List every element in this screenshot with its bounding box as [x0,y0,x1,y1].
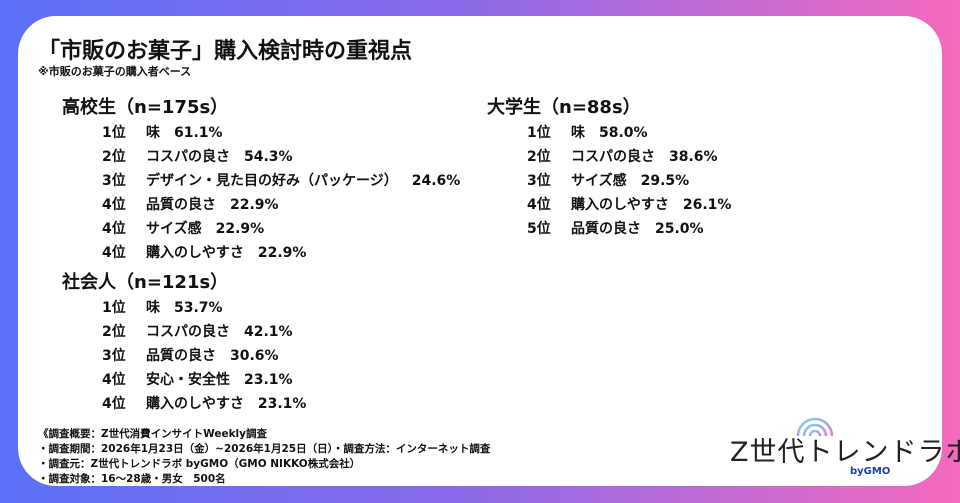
rank-label: 3位 [102,173,126,189]
rank-label: 4位 [527,197,551,213]
ranking-row: 2位 コスパの良さ 54.3% [62,145,460,169]
rank-label: 4位 [102,372,126,388]
signal-icon [796,417,834,437]
footnote-line: 《調査概要：Z世代消費インサイトWeekly調査 [38,428,267,440]
percentage-value: 61.1% [174,125,223,141]
footnote-line: ・調査対象：16〜28歳・男女 500名 [38,473,226,485]
item-label: 安心・安全性 [146,372,230,388]
rank-label: 2位 [102,149,126,165]
ranking-row: 2位 コスパの良さ 38.6% [487,145,731,169]
ranking-row: 2位 コスパの良さ 42.1% [62,320,306,344]
item-label: 味 [146,300,160,316]
logo-by-gmo: byGMO [850,466,891,477]
percentage-value: 30.6% [230,348,279,364]
group-working-adults: 社会人（n=121s） 1位味 53.7% 2位 コスパの良さ 42.1% 3位 品質の良さ 3… [62,270,306,416]
item-label: デザイン・見た目の好み（パッケージ） [146,173,398,189]
ranking-row: 1位 味 61.1% [62,121,460,145]
percentage-value: 22.9% [230,197,279,213]
ranking-row: 3位 サイズ感 29.5% [487,169,731,193]
percentage-value: 23.1% [257,396,307,412]
ranking-row: 4位 安心・安全性 23.1% [62,368,306,392]
footnote-line: ・調査期間：2026年1月23日（金）~2026年1月25日（日）・調査方法：イ… [38,443,491,455]
rank-label: 2位 [102,324,126,340]
ranking-row: 1位 味 53.7% [62,296,306,320]
rank-label: 1位 [102,125,126,141]
item-label: コスパの良さ [146,324,230,340]
ranking-row: 5位 品質の良さ 25.0% [487,217,731,241]
item-label: 購入のしやすさ [571,197,669,213]
item-label: 味 [571,125,585,141]
group-heading: 高校生（n=175s） [62,97,229,118]
item-label: 品質の良さ [146,197,216,213]
subtitle: ※市販のお菓子の購入者ベース [38,65,192,78]
ranking-row: 4位 サイズ感 22.9% [62,217,460,241]
item-label: 味 [146,125,160,141]
percentage-value: 25.0% [655,221,704,237]
percentage-value: 42.1% [244,324,293,340]
rank-label: 1位 [102,300,126,316]
item-label: 購入のしやすさ [146,396,244,412]
group-high-school: 高校生（n=175s） 1位 味 61.1% 2位 コスパの良さ 54.3% 3位 デザイン・見… [62,95,460,265]
ranking-row: 3位 品質の良さ 30.6% [62,344,306,368]
rank-label: 3位 [527,173,551,189]
ranking-row: 4位 購入のしやすさ 26.1% [487,193,731,217]
ranking-row: 4位 購入のしやすさ 23.1% [62,392,306,416]
item-label: 購入のしやすさ [146,245,244,261]
rank-label: 5位 [527,221,551,237]
item-label: コスパの良さ [146,149,230,165]
item-label: サイズ感 [146,221,202,237]
ranking-row: 1位 味 58.0% [487,121,731,145]
item-label: 品質の良さ [146,348,216,364]
percentage-value: 23.1% [244,372,293,388]
percentage-value: 58.0% [599,125,648,141]
item-label: 品質の良さ [571,221,641,237]
survey-footnote: 《調査概要：Z世代消費インサイトWeekly調査 ・調査期間：2026年1月23… [38,427,490,487]
group-university: 大学生（n=88s） 1位 味 58.0% 2位 コスパの良さ 38.6% 3位 サイズ感 29.… [487,95,731,241]
group-heading: 社会人（n=121s） [62,272,229,293]
percentage-value: 22.9% [215,221,265,237]
page-title: 「市販のお菓子」購入検討時の重視点 [38,39,413,64]
item-label: サイズ感 [571,173,627,189]
item-label: コスパの良さ [571,149,655,165]
percentage-value: 22.9% [257,245,307,261]
rank-label: 2位 [527,149,551,165]
percentage-value: 38.6% [669,149,718,165]
brand-logo: Z世代トレンドラボ byGMO [730,400,960,480]
ranking-row: 4位 購入のしやすさ 22.9% [62,241,460,265]
ranking-row: 3位 デザイン・見た目の好み（パッケージ） 24.6% [62,169,460,193]
rank-label: 4位 [102,197,126,213]
rank-label: 1位 [527,125,551,141]
percentage-value: 24.6% [411,173,461,189]
percentage-value: 26.1% [682,197,732,213]
footnote-line: ・調査元：Z世代トレンドラボ byGMO（GMO NIKKO株式会社） [38,458,361,470]
percentage-value: 29.5% [640,173,690,189]
rank-label: 3位 [102,348,126,364]
percentage-value: 54.3% [244,149,293,165]
logo-text: Z世代トレンドラボ [730,437,960,468]
rank-label: 4位 [102,221,126,237]
percentage-value: 53.7% [174,300,223,316]
rank-label: 4位 [102,396,126,412]
ranking-row: 4位 品質の良さ 22.9% [62,193,460,217]
content-card [18,16,942,486]
group-heading: 大学生（n=88s） [487,97,641,118]
rank-label: 4位 [102,245,126,261]
